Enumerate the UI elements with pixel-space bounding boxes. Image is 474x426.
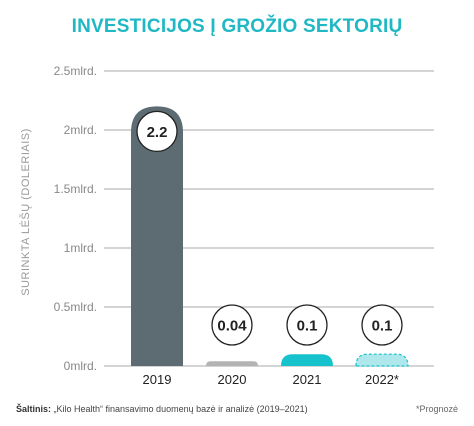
y-tick-label: 1mlrd. xyxy=(64,241,97,255)
value-badge xyxy=(361,304,403,346)
y-tick-label: 1.5mlrd. xyxy=(54,182,97,196)
y-tick-label: 2.5mlrd. xyxy=(54,64,97,78)
source-label: Šaltinis: xyxy=(16,404,52,414)
value-label: 0.1 xyxy=(372,318,393,335)
value-label: 0.1 xyxy=(297,318,318,335)
forecast-note: *Prognozė xyxy=(415,404,458,414)
value-badge xyxy=(136,110,178,153)
bar-2021 xyxy=(281,354,333,366)
value-label: 0.04 xyxy=(217,318,247,335)
bar-chart: 0mlrd. 0.5mlrd. 1mlrd. 1.5mlrd. 2mlrd. 2.5mlr… xyxy=(19,64,434,387)
y-tick-label: 0.5mlrd. xyxy=(54,300,97,314)
value-badge xyxy=(211,304,253,346)
x-tick-label: 2021 xyxy=(293,372,322,387)
chart-title: INVESTICIJOS Į GROŽIO SEKTORIŲ xyxy=(71,16,403,37)
source-text: „Kilo Health“ finansavimo duomenų bazė i… xyxy=(51,404,308,414)
bar-2020 xyxy=(206,361,258,366)
bar-2019 xyxy=(131,106,183,367)
x-tick-label: 2020 xyxy=(218,372,247,387)
bars: 2.2 0.04 0.1 0.1 xyxy=(131,106,409,367)
x-tick-label: 2022* xyxy=(365,372,399,387)
y-tick-labels: 0mlrd. 0.5mlrd. 1mlrd. 1.5mlrd. 2mlrd. 2.5mlr… xyxy=(54,64,97,373)
bar-2022 xyxy=(355,353,409,367)
value-label: 2.2 xyxy=(147,124,168,141)
value-badge xyxy=(286,304,328,346)
x-tick-label: 2019 xyxy=(143,372,172,387)
y-tick-label: 2mlrd. xyxy=(64,123,97,137)
y-tick-label: 0mlrd. xyxy=(64,359,97,373)
x-tick-labels: 2019 2020 2021 2022* xyxy=(143,372,399,387)
y-axis-label: SURINKTA LĖŠŲ (DOLERIAIS) xyxy=(19,128,32,296)
source-note: Šaltinis: „Kilo Health“ finansavimo duom… xyxy=(16,404,308,414)
